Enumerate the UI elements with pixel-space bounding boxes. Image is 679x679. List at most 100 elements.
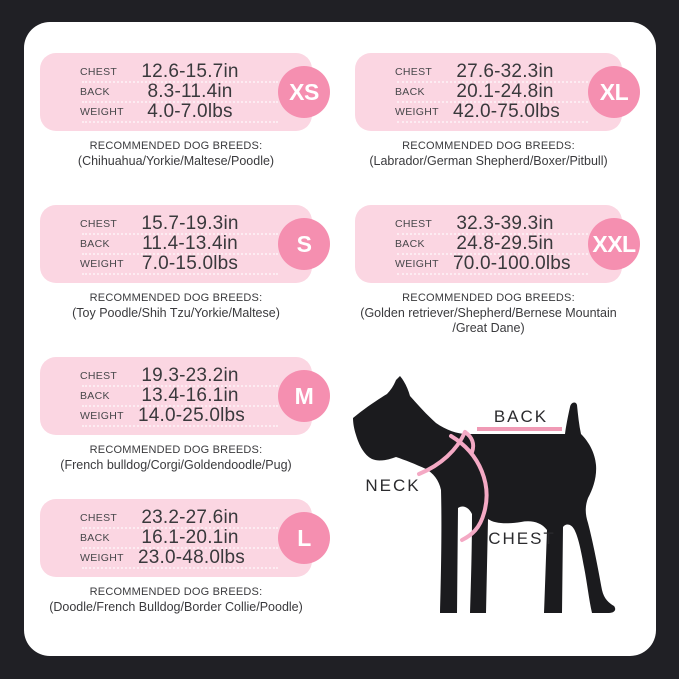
- weight-value: 4.0-7.0lbs: [147, 101, 233, 122]
- back-label: BACK: [395, 86, 425, 98]
- chest-label: CHEST: [80, 370, 118, 382]
- recommended-heading: RECOMMENDED DOG BREEDS:: [89, 140, 263, 152]
- weight-row: WEIGHT 23.0-48.0lbs: [80, 547, 312, 569]
- chest-row: CHEST 23.2-27.6in: [80, 507, 312, 529]
- back-row: BACK 20.1-24.8in: [395, 81, 622, 103]
- weight-label: WEIGHT: [395, 258, 439, 270]
- size-badge-xxl: XXL: [588, 218, 640, 270]
- weight-label: WEIGHT: [80, 410, 124, 422]
- recommended-heading: RECOMMENDED DOG BREEDS:: [402, 292, 575, 304]
- breeds-caption-s: RECOMMENDED DOG BREEDS: (Toy Poodle/Shih…: [26, 292, 326, 320]
- neck-strap-end: [463, 430, 476, 454]
- chest-value: 15.7-19.3in: [141, 213, 239, 234]
- back-row: BACK 8.3-11.4in: [80, 81, 312, 103]
- size-card-l: CHEST 23.2-27.6in BACK 16.1-20.1in WEIGH…: [40, 499, 312, 577]
- weight-value: 70.0-100.0lbs: [453, 253, 571, 274]
- breeds-list: (Toy Poodle/Shih Tzu/Yorkie/Maltese): [72, 306, 280, 320]
- breeds-caption-m: RECOMMENDED DOG BREEDS: (French bulldog/…: [26, 444, 326, 472]
- size-badge-l: L: [278, 512, 330, 564]
- weight-value: 42.0-75.0lbs: [453, 101, 560, 122]
- breeds-list: (Golden retriever/Shepherd/Bernese Mount…: [360, 306, 617, 320]
- size-block-xl: CHEST 27.6-32.3in BACK 20.1-24.8in WEIGH…: [341, 53, 640, 169]
- weight-value: 7.0-15.0lbs: [141, 253, 239, 274]
- chest-label: CHEST: [80, 512, 118, 524]
- breeds-list-cont: /Great Dane): [452, 321, 525, 335]
- chest-label: CHEST: [395, 66, 433, 78]
- size-card-xxl: CHEST 32.3-39.3in BACK 24.8-29.5in WEIGH…: [355, 205, 622, 283]
- weight-label: WEIGHT: [80, 106, 124, 118]
- weight-label: WEIGHT: [395, 106, 439, 118]
- size-block-l: CHEST 23.2-27.6in BACK 16.1-20.1in WEIGH…: [26, 499, 330, 615]
- size-badge-xl: XL: [588, 66, 640, 118]
- diagram-chest-label: CHEST: [488, 529, 556, 548]
- chest-row: CHEST 15.7-19.3in: [80, 213, 312, 235]
- weight-label: WEIGHT: [80, 552, 124, 564]
- breeds-caption-xs: RECOMMENDED DOG BREEDS: (Chihuahua/Yorki…: [26, 140, 326, 168]
- weight-label: WEIGHT: [80, 258, 124, 270]
- chest-row: CHEST 19.3-23.2in: [80, 365, 312, 387]
- back-label: BACK: [80, 86, 110, 98]
- breeds-caption-xxl: RECOMMENDED DOG BREEDS: (Golden retrieve…: [341, 292, 636, 335]
- dog-silhouette: [353, 376, 616, 613]
- size-card-s: CHEST 15.7-19.3in BACK 11.4-13.4in WEIGH…: [40, 205, 312, 283]
- back-value: 11.4-13.4in: [142, 233, 238, 254]
- dog-measurement-diagram: BACK NECK CHEST: [353, 376, 616, 613]
- size-chart-panel: CHEST 12.6-15.7in BACK 8.3-11.4in WEIGHT…: [24, 22, 656, 656]
- back-label: BACK: [80, 390, 110, 402]
- back-label: BACK: [80, 532, 110, 544]
- back-value: 8.3-11.4in: [147, 81, 233, 102]
- chest-label: CHEST: [80, 218, 118, 230]
- chest-row: CHEST 12.6-15.7in: [80, 61, 312, 83]
- breeds-list: (Chihuahua/Yorkie/Maltese/Poodle): [77, 154, 275, 168]
- chest-value: 19.3-23.2in: [141, 365, 239, 386]
- recommended-heading: RECOMMENDED DOG BREEDS:: [402, 140, 575, 152]
- size-block-m: CHEST 19.3-23.2in BACK 13.4-16.1in WEIGH…: [26, 357, 330, 473]
- recommended-heading: RECOMMENDED DOG BREEDS:: [89, 444, 263, 456]
- back-row: BACK 13.4-16.1in: [80, 385, 312, 407]
- breeds-list: (French bulldog/Corgi/Goldendoodle/Pug): [60, 458, 292, 472]
- weight-value: 14.0-25.0lbs: [138, 405, 245, 426]
- diagram-neck-label: NECK: [365, 476, 420, 495]
- back-value: 13.4-16.1in: [141, 385, 239, 406]
- breeds-caption-l: RECOMMENDED DOG BREEDS: (Doodle/French B…: [26, 586, 326, 614]
- chest-value: 23.2-27.6in: [141, 507, 239, 528]
- back-value: 16.1-20.1in: [141, 527, 239, 548]
- size-card-xs: CHEST 12.6-15.7in BACK 8.3-11.4in WEIGHT…: [40, 53, 312, 131]
- weight-row: WEIGHT 4.0-7.0lbs: [80, 101, 312, 123]
- recommended-heading: RECOMMENDED DOG BREEDS:: [89, 586, 263, 598]
- recommended-heading: RECOMMENDED DOG BREEDS:: [89, 292, 263, 304]
- size-badge-xs: XS: [278, 66, 330, 118]
- chest-strap-line: [449, 434, 489, 542]
- chest-value: 32.3-39.3in: [456, 213, 554, 234]
- breeds-list: (Doodle/French Bulldog/Border Collie/Poo…: [49, 600, 303, 614]
- size-badge-m: M: [278, 370, 330, 422]
- size-badge-s: S: [278, 218, 330, 270]
- chest-label: CHEST: [80, 66, 118, 78]
- chest-row: CHEST 27.6-32.3in: [395, 61, 622, 83]
- chest-value: 27.6-32.3in: [456, 61, 554, 82]
- chest-row: CHEST 32.3-39.3in: [395, 213, 622, 235]
- size-block-xs: CHEST 12.6-15.7in BACK 8.3-11.4in WEIGHT…: [26, 53, 330, 169]
- size-card-m: CHEST 19.3-23.2in BACK 13.4-16.1in WEIGH…: [40, 357, 312, 435]
- chest-value: 12.6-15.7in: [141, 61, 239, 82]
- weight-row: WEIGHT 42.0-75.0lbs: [395, 101, 622, 123]
- back-row: BACK 24.8-29.5in: [395, 233, 622, 255]
- back-row: BACK 16.1-20.1in: [80, 527, 312, 549]
- back-value: 20.1-24.8in: [456, 81, 554, 102]
- back-label: BACK: [80, 238, 110, 250]
- size-card-xl: CHEST 27.6-32.3in BACK 20.1-24.8in WEIGH…: [355, 53, 622, 131]
- back-label: BACK: [395, 238, 425, 250]
- weight-row: WEIGHT 70.0-100.0lbs: [395, 253, 622, 275]
- weight-row: WEIGHT 7.0-15.0lbs: [80, 253, 312, 275]
- breeds-list: (Labrador/German Shepherd/Boxer/Pitbull): [369, 154, 608, 168]
- size-block-s: CHEST 15.7-19.3in BACK 11.4-13.4in WEIGH…: [26, 205, 330, 321]
- weight-row: WEIGHT 14.0-25.0lbs: [80, 405, 312, 427]
- chest-label: CHEST: [395, 218, 433, 230]
- neck-strap-line: [417, 430, 467, 476]
- weight-value: 23.0-48.0lbs: [138, 547, 245, 568]
- back-row: BACK 11.4-13.4in: [80, 233, 312, 255]
- back-value: 24.8-29.5in: [456, 233, 554, 254]
- size-block-xxl: CHEST 32.3-39.3in BACK 24.8-29.5in WEIGH…: [341, 205, 640, 335]
- diagram-back-label: BACK: [494, 407, 548, 426]
- breeds-caption-xl: RECOMMENDED DOG BREEDS: (Labrador/German…: [341, 140, 636, 168]
